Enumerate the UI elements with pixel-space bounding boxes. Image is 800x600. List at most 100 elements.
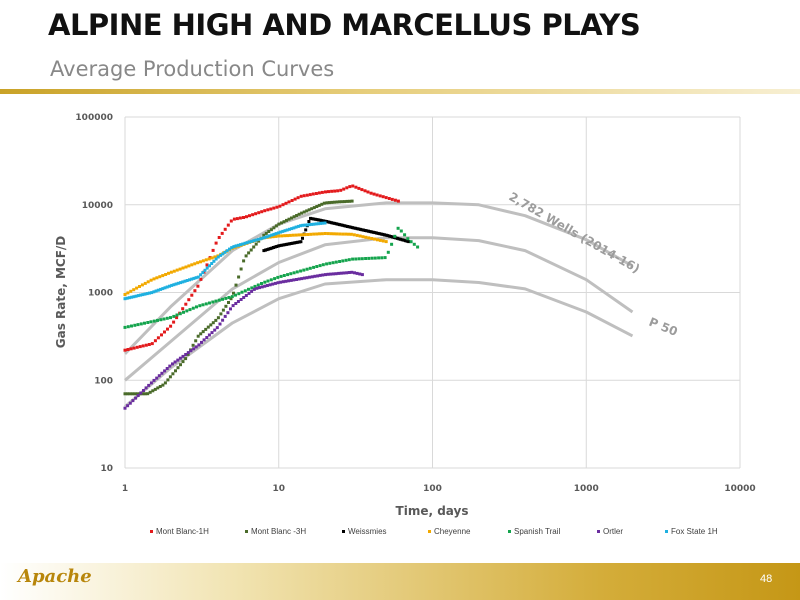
data-point [324,190,327,194]
data-point [133,323,137,327]
y-tick-label: 10 [100,464,113,474]
data-point [319,221,323,225]
data-point [209,323,213,327]
data-point [190,293,194,297]
data-point [147,291,151,295]
data-point [192,347,196,351]
data-point [368,230,372,234]
data-point [347,271,351,274]
data-point [316,222,320,226]
data-point [144,343,148,347]
legend-marker-weissmies [342,530,345,533]
data-point [223,250,227,254]
data-point [281,280,285,284]
data-point [242,259,246,263]
data-point [343,200,346,204]
data-point [245,241,249,245]
legend-label-cheyenne: Cheyenne [434,527,471,536]
data-point [289,242,293,245]
data-point [201,271,205,275]
data-point [268,234,271,238]
data-point [131,399,135,403]
data-point [312,265,316,269]
data-point [214,241,218,245]
data-point [243,289,247,293]
data-point [263,209,267,213]
data-point [351,184,355,188]
data-point [272,226,276,230]
data-point [334,272,338,276]
data-point [191,343,195,347]
data-point [176,366,180,370]
data-point [378,238,382,242]
data-point [314,222,318,226]
data-point [261,236,265,240]
data-point [264,231,268,235]
data-point [154,289,158,293]
data-point [253,284,257,288]
data-point [262,233,266,237]
data-point [235,217,239,221]
page-number: 48 [760,573,773,585]
data-point [149,381,153,385]
legend-marker-mont-blanc-1h [150,530,153,533]
data-point [283,229,287,233]
data-point [311,192,315,196]
annotation-p50: P 50 [647,315,680,339]
data-point [130,324,133,328]
data-point [223,227,227,231]
data-point [132,288,136,292]
data-point [152,319,156,323]
data-point [325,201,329,205]
legend-label-mont-blanc-3h: Mont Blanc -3H [251,527,306,536]
data-point [173,360,177,364]
data-point [224,296,228,300]
data-point [210,256,214,260]
data-point [341,259,345,263]
data-point [254,238,258,242]
data-point [350,226,354,230]
data-point [249,248,253,252]
data-point [279,230,283,234]
series-mont-blanc-1h [123,184,400,352]
legend-marker-mont-blanc-3h [245,530,248,533]
apache-logo: Apache [18,566,92,587]
data-point [274,232,278,236]
data-point [123,348,127,352]
data-point [207,257,211,261]
y-axis-title: Gas Rate, MCF/D [54,236,68,349]
data-point [160,371,164,375]
data-point [278,244,282,248]
data-point [167,271,170,275]
data-point [360,228,364,232]
annotation-wells: 2,782 Wells (2014-16) [507,189,643,275]
data-point [302,276,306,280]
data-point [326,220,330,224]
data-point [129,289,133,293]
data-point [349,225,353,229]
data-point [132,346,136,350]
data-point [211,321,215,325]
data-point [219,253,223,257]
data-point [313,274,317,278]
data-point [285,228,289,232]
data-point [243,241,247,245]
data-point [384,240,388,244]
data-point [352,233,356,237]
data-point [294,233,298,237]
data-point [232,291,235,295]
data-point [269,228,273,232]
x-tick-label: 100 [423,484,442,494]
data-point [320,219,324,223]
data-point [344,258,348,262]
data-point [334,260,338,264]
data-point [185,309,189,313]
data-point [179,363,182,367]
data-point [178,312,182,316]
data-point [387,197,391,200]
data-point [230,246,234,250]
data-point [318,232,321,236]
data-point [275,245,279,248]
data-point [205,336,209,339]
legend-label-mont-blanc-1h: Mont Blanc-1H [156,527,209,536]
